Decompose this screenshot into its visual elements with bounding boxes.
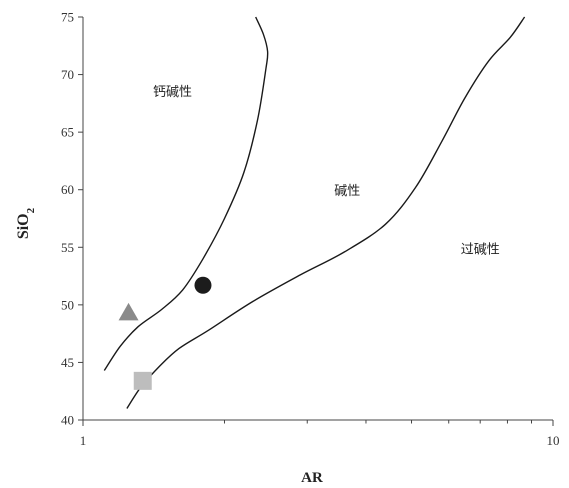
x-tick-label: 1 — [80, 433, 87, 448]
boundary-curves — [103, 16, 526, 409]
data-points — [118, 276, 212, 390]
y-tick-label: 55 — [61, 240, 74, 255]
ticks: 40 45 50 55 60 65 70 75 1 10 — [61, 10, 560, 449]
y-tick-label: 70 — [61, 67, 74, 82]
y-tick-label: 50 — [61, 297, 74, 312]
y-axis-title-subscript: 2 — [25, 207, 37, 213]
y-axis-title: SiO2 — [15, 207, 37, 239]
data-point-square — [133, 371, 152, 390]
y-tick-label: 40 — [61, 413, 74, 428]
y-axis-title-main: SiO — [15, 213, 32, 239]
y-tick-label: 60 — [61, 182, 74, 197]
y-tick-label: 45 — [61, 355, 74, 370]
boundary-curve-calc-alkaline-alkaline — [103, 16, 269, 371]
region-label: 钙碱性 — [153, 85, 192, 100]
boundary-curve-alkaline-peralkaline — [126, 16, 526, 409]
region-label: 碱性 — [334, 184, 360, 199]
region-label: 过碱性 — [461, 243, 500, 258]
data-point-triangle — [118, 302, 139, 321]
y-tick-label: 65 — [61, 125, 74, 140]
x-axis-title: AR — [301, 470, 323, 486]
y-tick-label: 75 — [61, 10, 74, 25]
x-tick-label: 10 — [547, 433, 560, 448]
data-point-circle — [194, 276, 212, 294]
axes — [82, 17, 553, 421]
